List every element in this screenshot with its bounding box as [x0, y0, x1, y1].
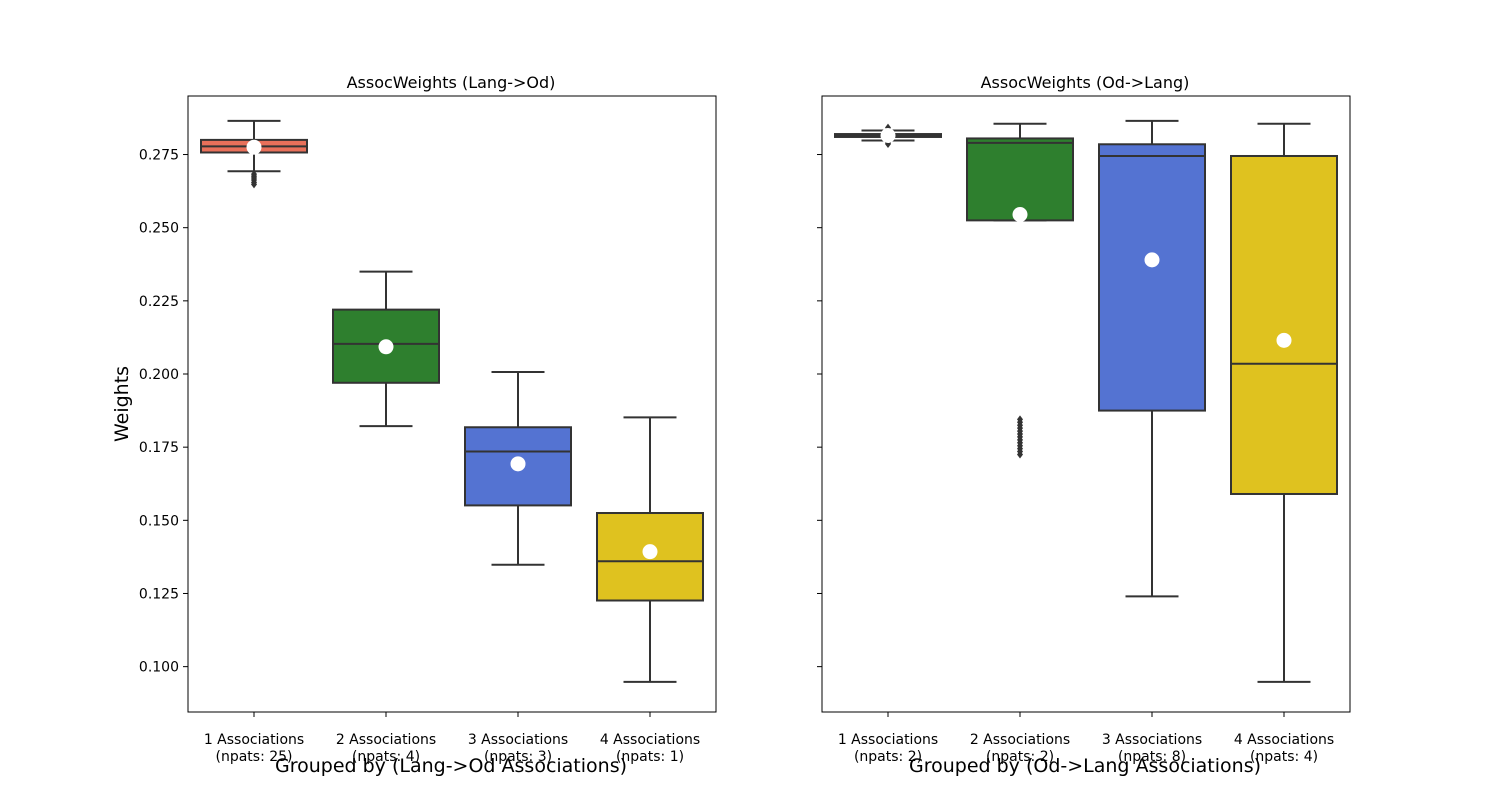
panel-marks — [200, 119, 704, 683]
x-axis: 1 Associations (npats: 25) 2 Association… — [204, 712, 700, 765]
panel-title-lang-to-od: AssocWeights (Lang->Od) — [347, 73, 556, 92]
x-tick-label: 2 Associations — [970, 732, 1070, 748]
x-tick-label-sub: (npats: 3) — [484, 749, 552, 765]
x-tick-label: 2 Associations — [336, 732, 436, 748]
x-tick-label: 4 Associations — [600, 732, 700, 748]
panel-title-od-to-lang: AssocWeights (Od->Lang) — [981, 73, 1190, 92]
y-axis: 0.100 0.125 0.150 0.175 0.200 0.225 0.250 0.275 — [139, 148, 188, 676]
y-tick-label: 0.200 — [139, 367, 179, 383]
x-axis: 1 Associations (npats: 2) 2 Associations… — [838, 712, 1334, 765]
panel-marks — [834, 119, 1338, 683]
y-axis-title: Weights — [111, 366, 133, 442]
box-group — [464, 370, 572, 566]
mean-marker — [880, 128, 896, 144]
x-axis-title: Grouped by (Lang->Od Associations) — [275, 755, 627, 777]
x-tick-label-sub: (npats: 2) — [986, 749, 1054, 765]
y-axis — [817, 154, 822, 668]
x-tick-label-sub: (npats: 2) — [854, 749, 922, 765]
box — [1098, 143, 1206, 412]
box-group — [200, 119, 308, 189]
mean-marker — [642, 544, 658, 560]
x-tick-label-sub: (npats: 1) — [616, 749, 684, 765]
plot-frame — [821, 95, 1351, 713]
plot-frame — [187, 95, 717, 713]
box — [966, 137, 1074, 222]
y-tick-label: 0.150 — [139, 513, 179, 529]
x-tick-label-sub: (npats: 8) — [1118, 749, 1186, 765]
mean-marker — [246, 139, 262, 155]
box-group — [332, 270, 440, 428]
x-tick-label: 3 Associations — [468, 732, 568, 748]
x-tick-label: 4 Associations — [1234, 732, 1334, 748]
outlier-point — [251, 180, 257, 189]
y-tick-label: 0.225 — [139, 294, 179, 310]
y-tick-label: 0.175 — [139, 440, 179, 456]
mean-marker — [1012, 207, 1028, 223]
box-group — [1098, 119, 1206, 598]
box-group — [596, 416, 704, 683]
box-group — [834, 123, 942, 148]
outlier-point — [1017, 450, 1023, 459]
mean-marker — [378, 339, 394, 355]
panel-od-to-lang: AssocWeights (Od->Lang) 1 Associations (… — [817, 73, 1351, 777]
box-group — [966, 122, 1074, 459]
y-tick-label: 0.100 — [139, 660, 179, 676]
mean-marker — [1276, 332, 1292, 348]
x-axis-title: Grouped by (Od->Lang Associations) — [909, 755, 1261, 777]
x-tick-label: 1 Associations — [838, 732, 938, 748]
y-tick-label: 0.250 — [139, 221, 179, 237]
box — [1230, 154, 1338, 495]
x-tick-label: 3 Associations — [1102, 732, 1202, 748]
x-tick-label: 1 Associations — [204, 732, 304, 748]
mean-marker — [1144, 252, 1160, 268]
x-tick-label-sub: (npats: 25) — [215, 749, 292, 765]
x-tick-label-sub: (npats: 4) — [1250, 749, 1318, 765]
x-tick-label-sub: (npats: 4) — [352, 749, 420, 765]
panel-lang-to-od: AssocWeights (Lang->Od) 0.1000.1250.1500… — [111, 73, 717, 777]
mean-marker — [510, 456, 526, 472]
box-group — [1230, 122, 1338, 683]
y-tick-label: 0.125 — [139, 586, 179, 602]
y-tick-label: 0.275 — [139, 148, 179, 164]
